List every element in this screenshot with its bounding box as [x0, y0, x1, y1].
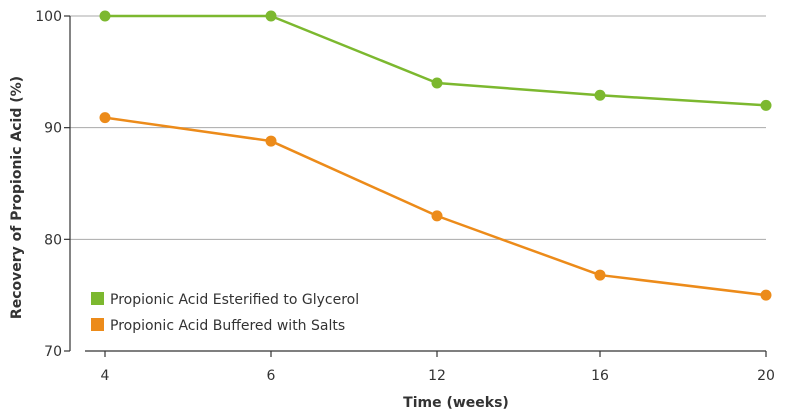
- legend-swatch: [91, 292, 104, 305]
- data-point: [265, 135, 277, 147]
- data-series: [99, 10, 772, 301]
- data-point: [431, 77, 443, 89]
- legend-swatch: [91, 318, 104, 331]
- x-tick-label: 20: [757, 368, 775, 384]
- series-line-2: [104, 116, 767, 297]
- axes: 70 80 90 100 4 6 12 16 20: [35, 9, 775, 384]
- legend-label: Propionic Acid Esterified to Glycerol: [110, 292, 359, 308]
- data-point: [594, 89, 606, 101]
- legend-label: Propionic Acid Buffered with Salts: [110, 318, 345, 334]
- data-point: [265, 10, 277, 22]
- data-point: [760, 99, 772, 111]
- y-tick-label: 70: [44, 344, 62, 360]
- data-point: [431, 210, 443, 222]
- x-tick-label: 6: [267, 368, 276, 384]
- y-tick-label: 80: [44, 232, 62, 248]
- x-axis-title: Time (weeks): [403, 395, 509, 411]
- y-axis-title: Recovery of Propionic Acid (%): [9, 76, 25, 319]
- x-tick-label: 12: [428, 368, 446, 384]
- data-point: [594, 269, 606, 281]
- x-tick-label: 16: [591, 368, 609, 384]
- x-tick-label: 4: [101, 368, 110, 384]
- y-tick-label: 90: [44, 121, 62, 137]
- data-point: [99, 112, 111, 124]
- series-line-1: [105, 14, 767, 107]
- y-tick-label: 100: [35, 9, 62, 25]
- legend: Propionic Acid Esterified to Glycerol Pro…: [91, 292, 359, 334]
- data-point: [99, 10, 111, 22]
- data-point: [760, 289, 772, 301]
